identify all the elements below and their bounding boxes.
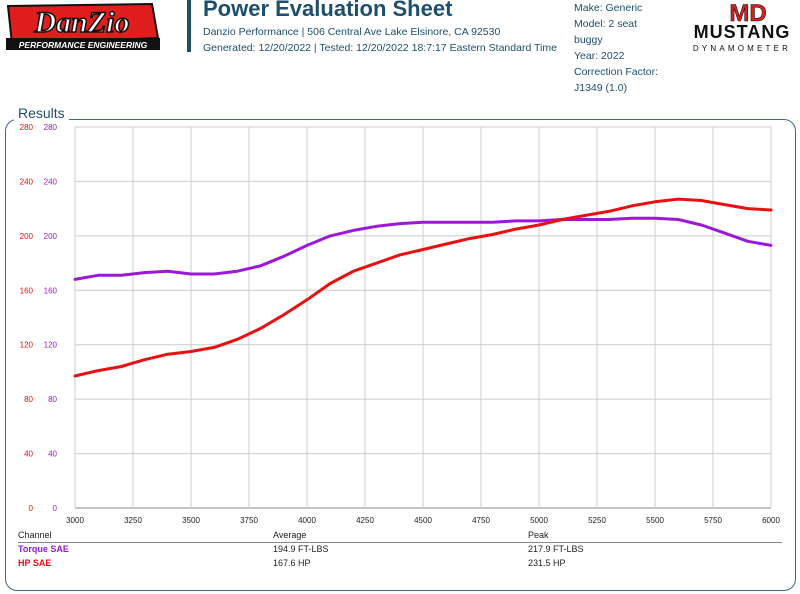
header-channel: Channel [18, 530, 52, 540]
y-tick-label-right: 80 [48, 395, 57, 404]
y-tick-label-left: 240 [20, 177, 34, 186]
danzio-logo-text: DanZio [33, 6, 129, 39]
y-tick-label-right: 0 [53, 504, 58, 513]
x-tick-label: 4000 [298, 516, 316, 525]
y-tick-label-right: 240 [44, 177, 58, 186]
md-mark: MD [729, 0, 766, 27]
hp-sae-line [73, 197, 773, 378]
correction-factor-label: Correction Factor: [574, 66, 659, 78]
x-tick-label: 5500 [646, 516, 664, 525]
y-tick-label-right: 120 [44, 341, 58, 350]
page-title: Power Evaluation Sheet [203, 0, 453, 21]
x-tick-label: 3750 [240, 516, 258, 525]
vehicle-model: Model: 2 seat [574, 18, 638, 30]
mustang-text: MUSTANG [694, 22, 791, 42]
table-row-torque: Torque SAE 194.9 FT-LBS 217.9 FT-LBS [18, 543, 782, 557]
x-tick-label: 3250 [124, 516, 142, 525]
danzio-logo: DanZio PERFORMANCE ENGINEERING [6, 2, 160, 50]
y-tick-label-right: 40 [48, 450, 57, 459]
address-line: Danzio Performance | 506 Central Ave Lak… [203, 26, 501, 38]
header-divider [187, 0, 191, 52]
hp-channel: HP SAE [18, 558, 52, 568]
x-tick-label: 4750 [472, 516, 490, 525]
x-tick-label: 5250 [588, 516, 606, 525]
results-panel [5, 119, 796, 591]
vehicle-year: Year: 2022 [574, 50, 625, 62]
hp-peak: 231.5 HP [528, 558, 566, 568]
y-tick-label-left: 0 [29, 504, 34, 513]
header-peak: Peak [528, 530, 549, 540]
danzio-logo-subtext: PERFORMANCE ENGINEERING [19, 40, 148, 50]
x-tick-label: 6000 [762, 516, 780, 525]
torque-sae-line [73, 216, 773, 281]
table-header-row: Channel Average Peak [18, 529, 782, 543]
table-row-hp: HP SAE 167.6 HP 231.5 HP [18, 557, 782, 571]
y-tick-label-left: 280 [20, 123, 34, 132]
mustang-dynamometer-logo: MD MUSTANG DYNAMOMETER [693, 0, 791, 53]
generated-line: Generated: 12/20/2022 | Tested: 12/20/20… [203, 42, 557, 54]
torque-peak: 217.9 FT-LBS [528, 544, 584, 554]
torque-average: 194.9 FT-LBS [273, 544, 329, 554]
vehicle-make: Make: Generic [574, 2, 643, 14]
y-tick-label-left: 200 [20, 232, 34, 241]
y-tick-label-right: 280 [44, 123, 58, 132]
dynamometer-text: DYNAMOMETER [693, 44, 791, 53]
header-average: Average [273, 530, 307, 540]
y-tick-label-left: 160 [20, 286, 34, 295]
x-tick-label: 5000 [530, 516, 548, 525]
vehicle-info: Make: Generic Model: 2 seat buggy Year: … [574, 0, 666, 96]
x-tick-label: 3000 [66, 516, 84, 525]
x-tick-label: 4500 [414, 516, 432, 525]
y-tick-label-left: 80 [24, 395, 33, 404]
summary-table: Channel Average Peak Torque SAE 194.9 FT… [18, 529, 782, 571]
hp-average: 167.6 HP [273, 558, 311, 568]
x-tick-label: 5750 [704, 516, 722, 525]
y-tick-label-right: 160 [44, 286, 58, 295]
y-tick-label-right: 200 [44, 232, 58, 241]
x-tick-label: 4250 [356, 516, 374, 525]
torque-channel: Torque SAE [18, 544, 69, 554]
vehicle-model-cont: buggy [574, 34, 603, 46]
results-label: Results [14, 105, 69, 121]
y-tick-label-left: 120 [20, 341, 34, 350]
y-tick-label-left: 40 [24, 450, 33, 459]
correction-factor-value: J1349 (1.0) [574, 82, 628, 94]
x-tick-label: 3500 [182, 516, 200, 525]
